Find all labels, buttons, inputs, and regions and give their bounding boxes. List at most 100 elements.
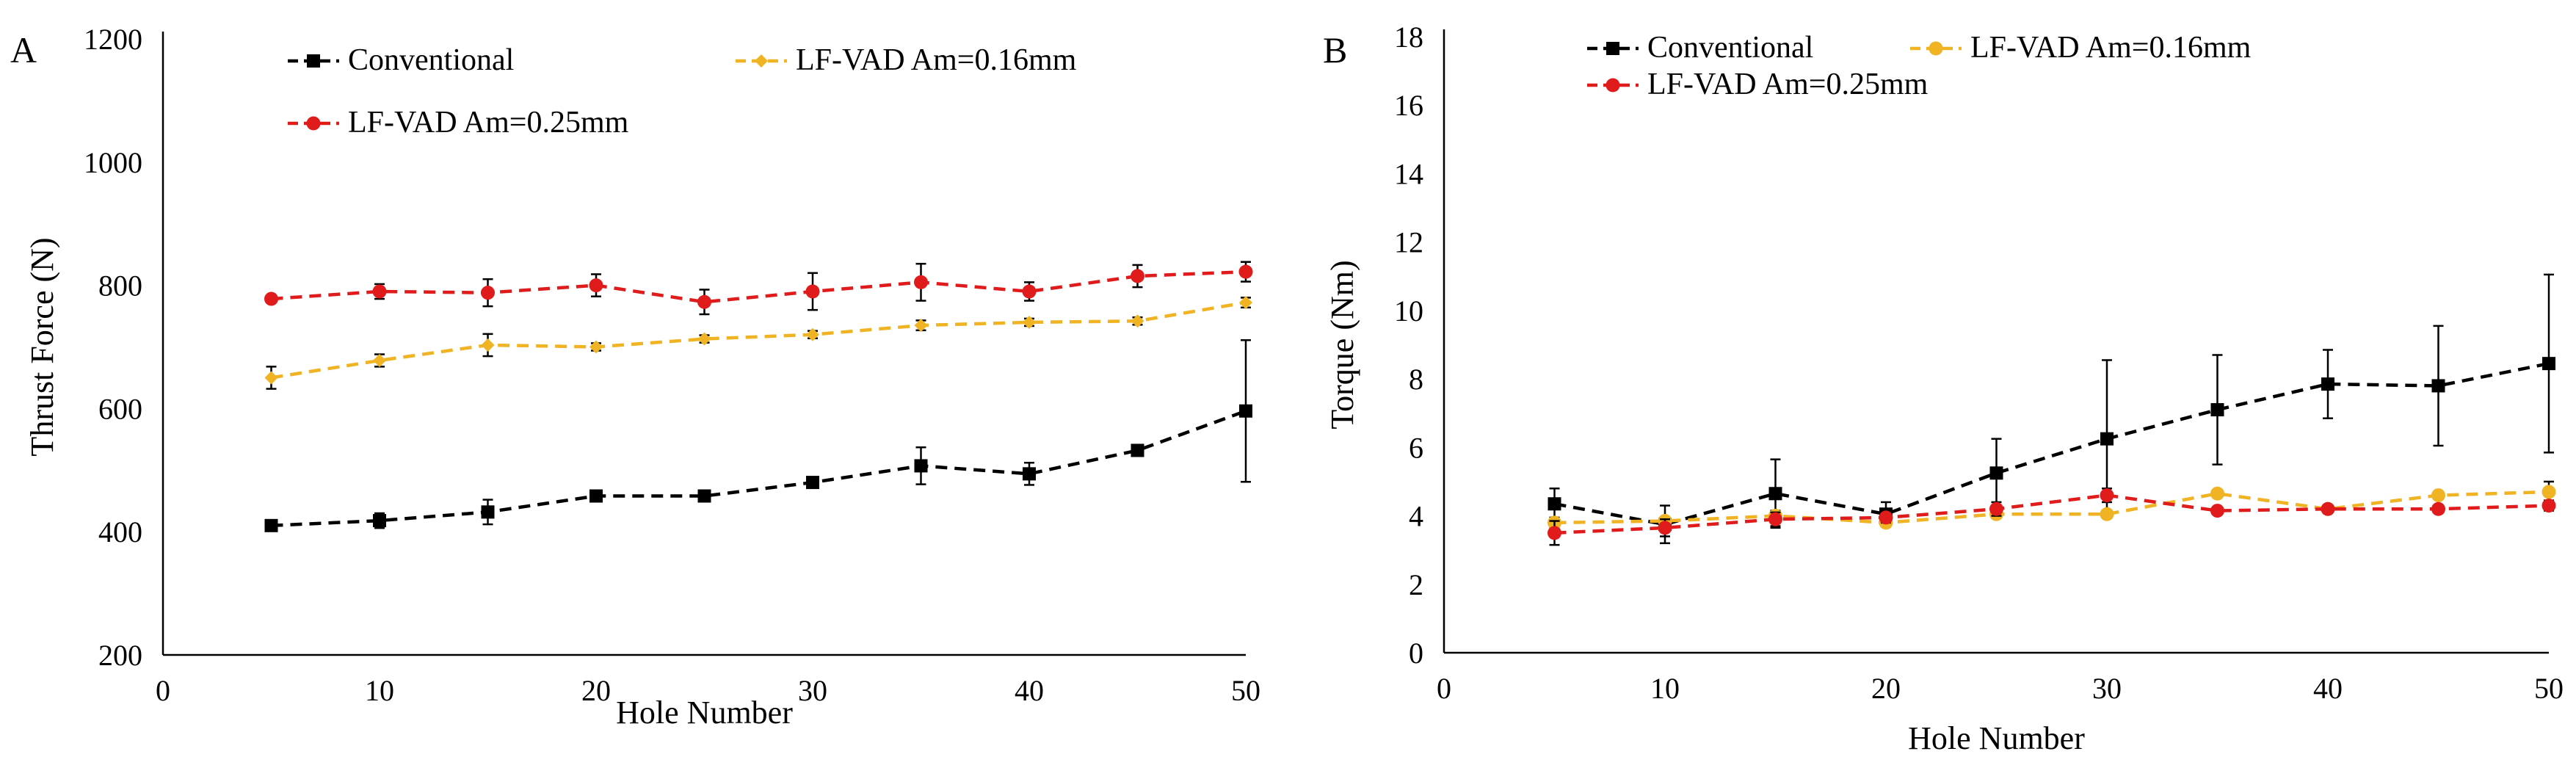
data-point-conventional [2542,357,2555,371]
legend-entry-conventional-b: Conventional [1587,31,1813,65]
data-point-lf-vad-am-0-25mm [1989,501,2003,516]
data-point-lf-vad-am-0-25mm [1022,284,1037,299]
data-point-lf-vad-am-0-16mm [264,371,278,385]
y-tick-label-b: 12 [1394,226,1423,259]
legend-entry-conventional-a: Conventional [288,43,514,77]
x-tick-label-a: 40 [1015,674,1044,707]
legend-marker-lf-vad-am-0-16mm [755,54,768,68]
y-tick-label-a: 600 [98,392,142,425]
legend-label-lf-vad-am-0-25mm: LF-VAD Am=0.25mm [1647,68,1929,101]
data-point-lf-vad-am-0-16mm [2541,485,2556,499]
data-point-conventional [589,489,603,503]
panel-label-b: B [1323,29,1347,70]
legend-marker-conventional [307,54,320,68]
legend-label-conventional: Conventional [1647,31,1813,65]
panel-b-torque-chart: B 0 2 4 6 8 10 12 14 16 18 0 10 20 30 40 50 Hole Number To… [1323,21,2564,756]
data-point-lf-vad-am-0-25mm [1238,264,1253,279]
y-tick-label-a: 200 [98,639,142,672]
x-tick-label-b: 0 [1437,672,1451,705]
series-line-lf-vad-am-0-25mm [1554,493,2550,535]
data-point-lf-vad-am-0-25mm [372,284,387,299]
legend-label-lf-vad-am-0-16mm: LF-VAD Am=0.16mm [1970,31,2252,65]
legend-entry-lf-vad-am-0-16mm-b: LF-VAD Am=0.16mm [1910,31,2252,65]
data-point-lf-vad-am-0-25mm [264,291,278,306]
data-point-lf-vad-am-0-25mm [2321,501,2335,516]
data-point-lf-vad-am-0-16mm [1239,296,1252,310]
y-tick-label-b: 10 [1394,294,1423,327]
data-point-lf-vad-am-0-25mm [2100,488,2114,503]
data-point-lf-vad-am-0-25mm [1879,510,1893,525]
data-point-lf-vad-am-0-16mm [589,340,603,354]
data-point-lf-vad-am-0-16mm [373,353,386,367]
y-tick-label-b: 6 [1409,431,1423,464]
data-point-lf-vad-am-0-25mm [481,286,495,300]
series-line-conventional [271,409,1247,528]
data-point-conventional [1768,487,1782,501]
y-tick-label-b: 16 [1394,89,1423,122]
x-tick-label-b: 20 [1871,672,1901,705]
series-line-lf-vad-am-0-16mm [271,300,1247,380]
panel-a-thrust-force-chart: A 200 400 600 800 1000 1200 0 10 20 30 40 50 Hole Num… [10,23,1260,731]
series-line-lf-vad-am-0-25mm [271,269,1247,304]
y-tick-label-a: 800 [98,269,142,303]
x-tick-label-a: 30 [798,674,827,707]
series-lf-vad-am-0-25mm-b [1548,488,2556,546]
data-point-conventional [914,459,928,473]
series-line-lf-vad-am-0-16mm [1554,490,2550,525]
data-point-conventional [481,505,495,519]
y-tick-label-b: 2 [1409,568,1423,601]
data-point-lf-vad-am-0-25mm [697,294,711,309]
legend-entry-lf-vad-am-0-25mm-b: LF-VAD Am=0.25mm [1587,68,1929,101]
data-point-lf-vad-am-0-16mm [914,319,928,333]
y-tick-label-b: 4 [1409,500,1423,533]
data-point-lf-vad-am-0-25mm [2541,499,2556,513]
data-point-conventional [1239,404,1252,418]
legend-marker-lf-vad-am-0-16mm [1929,41,1943,56]
y-tick-label-b: 14 [1394,157,1423,190]
legend-entry-lf-vad-am-0-16mm-a: LF-VAD Am=0.16mm [736,43,1077,77]
data-point-conventional [2100,432,2114,446]
x-axis-title-a: Hole Number [616,695,793,731]
x-tick-label-a: 20 [581,674,611,707]
data-point-conventional [2321,377,2334,391]
x-tick-label-b: 10 [1650,672,1680,705]
data-point-lf-vad-am-0-16mm [2100,507,2114,521]
y-axis-title-a: Thrust Force (N) [24,237,60,456]
data-point-conventional [2431,379,2445,393]
series-lf-vad-am-0-16mm-a [264,296,1252,390]
data-point-conventional [2210,403,2224,417]
data-point-conventional [697,489,711,503]
x-tick-label-b: 50 [2534,672,2564,705]
x-tick-label-a: 50 [1231,674,1260,707]
y-tick-label-a: 1200 [84,23,142,56]
legend-label-lf-vad-am-0-16mm: LF-VAD Am=0.16mm [796,43,1077,77]
y-tick-label-b: 8 [1409,363,1423,396]
data-point-lf-vad-am-0-16mm [1131,314,1144,328]
data-point-conventional [264,518,278,532]
panel-label-a: A [10,29,37,70]
data-point-conventional [1131,443,1144,457]
series-conventional-a [264,339,1252,532]
x-axis-title-b: Hole Number [1908,720,2085,756]
data-point-lf-vad-am-0-25mm [1768,512,1782,526]
legend-entry-lf-vad-am-0-25mm-a: LF-VAD Am=0.25mm [288,106,629,140]
data-point-lf-vad-am-0-25mm [1131,269,1144,283]
data-point-lf-vad-am-0-16mm [806,327,819,341]
legend-label-lf-vad-am-0-25mm: LF-VAD Am=0.25mm [348,106,629,140]
series-lf-vad-am-0-25mm-a [264,261,1253,316]
data-point-lf-vad-am-0-25mm [1658,521,1672,535]
legend-label-conventional: Conventional [348,43,514,77]
x-tick-label-b: 30 [2092,672,2122,705]
legend-marker-lf-vad-am-0-25mm [306,116,321,131]
y-tick-label-b: 18 [1394,21,1423,54]
data-point-lf-vad-am-0-25mm [2210,504,2224,518]
data-point-lf-vad-am-0-16mm [481,338,495,352]
data-point-conventional [373,514,386,528]
series-lf-vad-am-0-16mm-b [1548,480,2556,530]
data-point-lf-vad-am-0-25mm [1548,526,1561,540]
data-point-lf-vad-am-0-25mm [914,275,928,289]
y-tick-label-a: 1000 [84,146,142,179]
data-point-lf-vad-am-0-16mm [2431,488,2445,503]
legend-marker-lf-vad-am-0-25mm [1606,78,1620,93]
data-point-lf-vad-am-0-25mm [2431,501,2445,516]
